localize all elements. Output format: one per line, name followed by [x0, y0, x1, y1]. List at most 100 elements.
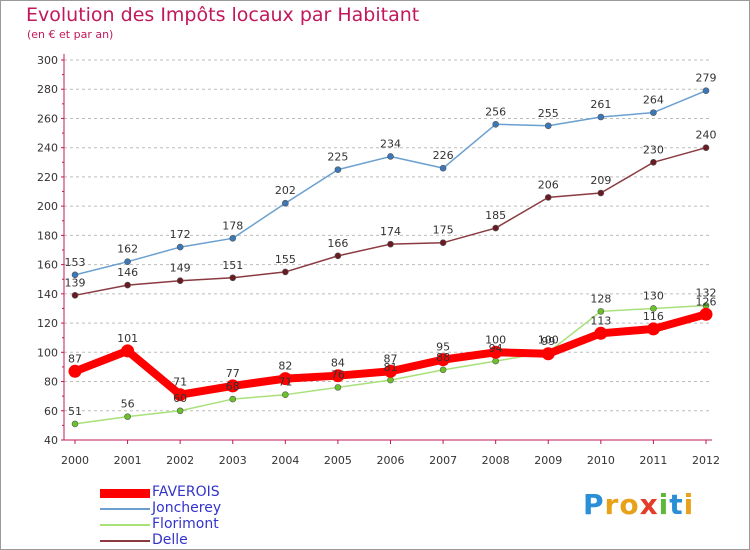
logo-letter: o [619, 488, 640, 521]
data-label-florimont: 130 [643, 289, 664, 302]
x-tick-label: 2008 [482, 454, 510, 467]
data-point-delle [544, 194, 552, 201]
data-label-florimont: 88 [436, 351, 450, 364]
data-point-joncherey [544, 122, 552, 130]
x-tick-label: 2012 [692, 454, 720, 467]
data-label-delle: 174 [380, 225, 401, 238]
proxiti-logo: Proxiti [583, 488, 694, 521]
data-label-delle: 175 [433, 224, 454, 237]
data-label-florimont: 60 [173, 392, 187, 405]
data-label-joncherey: 225 [327, 151, 348, 164]
data-point-faverois [489, 345, 503, 359]
data-label-joncherey: 234 [380, 137, 401, 150]
data-label-delle: 139 [65, 276, 86, 289]
y-tick-label: 260 [37, 112, 58, 125]
y-tick-label: 80 [44, 376, 58, 389]
data-point-florimont [71, 420, 79, 428]
data-point-joncherey [176, 243, 184, 251]
data-label-faverois: 101 [117, 332, 138, 345]
y-tick-label: 160 [37, 259, 58, 272]
data-point-florimont [176, 407, 184, 415]
data-label-joncherey: 279 [696, 72, 717, 85]
data-label-faverois: 116 [643, 310, 664, 323]
data-point-faverois [384, 364, 397, 378]
data-label-florimont: 56 [121, 398, 135, 411]
y-tick-label: 240 [37, 142, 58, 155]
logo-letter: i [658, 488, 670, 521]
data-point-florimont [492, 357, 499, 365]
logo-letter: t [669, 488, 684, 521]
data-point-faverois [594, 326, 608, 340]
legend-label: Florimont [152, 516, 219, 532]
data-label-delle: 185 [485, 209, 506, 222]
y-tick-label: 220 [37, 171, 58, 184]
legend-swatch [100, 488, 150, 498]
legend-label: Delle [152, 532, 188, 548]
x-tick-label: 2006 [377, 454, 405, 467]
data-point-joncherey [439, 164, 447, 172]
data-label-florimont: 68 [226, 380, 240, 393]
data-point-florimont [439, 366, 447, 374]
data-label-faverois: 113 [590, 314, 611, 327]
x-tick-label: 2007 [429, 454, 457, 467]
data-label-florimont: 76 [331, 368, 345, 381]
data-label-joncherey: 255 [538, 107, 559, 120]
data-label-delle: 155 [275, 253, 296, 266]
data-label-delle: 209 [590, 174, 611, 187]
x-tick-label: 2001 [114, 454, 142, 467]
x-tick-label: 2010 [587, 454, 615, 467]
data-point-delle [176, 277, 184, 284]
data-label-joncherey: 178 [222, 219, 243, 232]
logo-letter: r [604, 488, 620, 521]
y-tick-label: 140 [37, 288, 58, 301]
data-point-florimont [282, 391, 289, 398]
chart-subtitle: (en € et par an) [27, 28, 114, 41]
data-label-joncherey: 256 [485, 105, 506, 118]
chart-title: Evolution des Impôts locaux par Habitant [26, 4, 420, 26]
x-tick-label: 2005 [324, 454, 352, 467]
data-label-joncherey: 153 [65, 256, 86, 269]
x-tick-label: 2009 [534, 454, 562, 467]
legend-label: Joncherey [152, 500, 222, 516]
data-label-delle: 240 [696, 129, 717, 142]
data-label-joncherey: 202 [275, 184, 296, 197]
data-label-delle: 146 [117, 266, 138, 279]
y-tick-label: 120 [37, 317, 58, 330]
x-tick-label: 2000 [61, 454, 89, 467]
data-point-faverois [646, 322, 660, 336]
data-label-joncherey: 261 [590, 98, 611, 111]
data-point-faverois [278, 372, 292, 386]
data-point-delle [334, 252, 342, 260]
data-point-florimont [229, 395, 237, 403]
data-point-faverois [121, 344, 135, 358]
data-point-delle [439, 239, 447, 246]
data-point-joncherey [124, 258, 131, 265]
legend-swatch [100, 540, 150, 542]
logo-letter: P [583, 488, 605, 521]
data-label-florimont: 132 [696, 287, 717, 300]
data-label-joncherey: 226 [433, 149, 454, 162]
data-point-faverois [331, 369, 345, 383]
data-label-faverois: 77 [226, 367, 240, 380]
data-point-faverois [68, 364, 82, 378]
data-point-joncherey [282, 199, 289, 207]
data-label-delle: 206 [538, 178, 559, 191]
data-label-delle: 151 [222, 259, 243, 272]
data-label-florimont: 51 [68, 405, 82, 418]
data-label-faverois: 99 [541, 335, 555, 348]
y-tick-label: 200 [37, 200, 58, 213]
data-label-joncherey: 264 [643, 94, 664, 107]
data-point-delle [71, 292, 79, 299]
data-label-faverois: 87 [68, 352, 82, 365]
data-point-joncherey [387, 153, 394, 160]
data-point-joncherey [229, 235, 237, 242]
x-tick-label: 2003 [219, 454, 247, 467]
data-point-joncherey [702, 87, 710, 94]
data-point-delle [282, 268, 289, 276]
data-point-joncherey [597, 113, 605, 121]
data-label-faverois: 84 [331, 357, 345, 370]
data-point-joncherey [334, 166, 342, 173]
data-label-florimont: 71 [278, 376, 292, 389]
data-label-faverois: 87 [384, 352, 398, 365]
